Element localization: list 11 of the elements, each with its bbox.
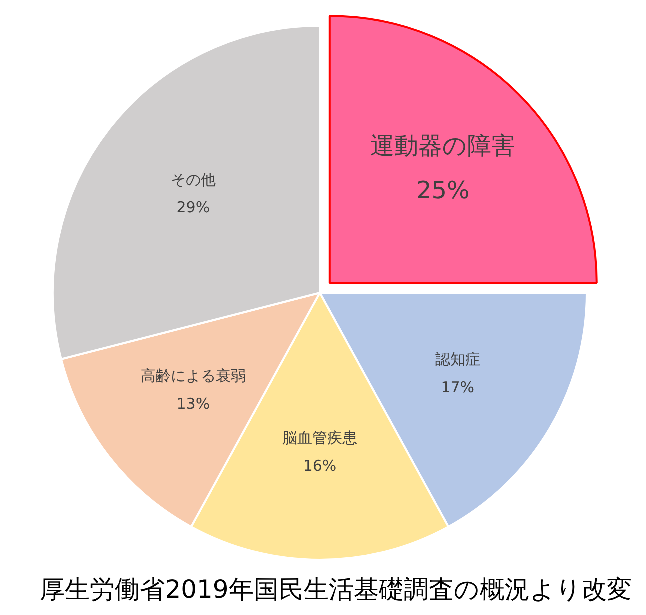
slice-label: 高齢による衰弱 bbox=[140, 367, 246, 386]
text: 厚生労働省2019年国民生活基礎調査の概況より改変 bbox=[39, 575, 633, 605]
data-label: 29% bbox=[176, 198, 210, 217]
data-label: 25% bbox=[416, 176, 470, 204]
slice-label: 運動器の障害 bbox=[370, 132, 516, 160]
data-label: 13% bbox=[176, 394, 210, 413]
slice-label: 脳血管疾患 bbox=[282, 429, 358, 448]
slice-label: その他 bbox=[170, 170, 216, 189]
data-label: 16% bbox=[303, 456, 337, 475]
slice-label: 認知症 bbox=[435, 350, 480, 369]
data-label: 17% bbox=[441, 378, 475, 396]
